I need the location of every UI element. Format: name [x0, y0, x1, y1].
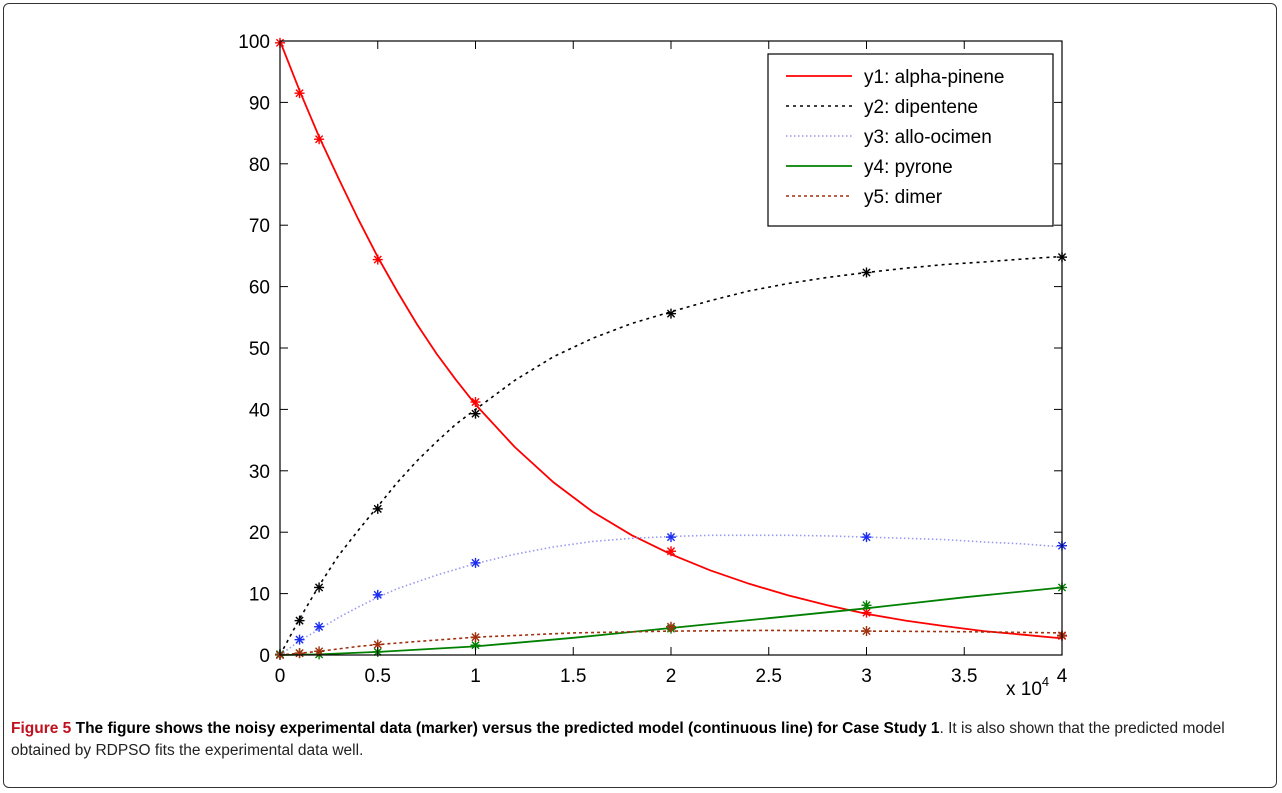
data-marker-1-4	[372, 254, 383, 265]
data-marker-3-7	[861, 532, 872, 543]
caption-body: . It is also shown that the predicted mo…	[11, 720, 1225, 759]
data-marker-2-5	[470, 408, 481, 419]
data-marker-5-5	[470, 632, 481, 643]
x-tick-label: 1	[470, 666, 481, 687]
legend-label-5: y5: dimer	[864, 187, 943, 208]
y-tick-label: 30	[249, 462, 270, 483]
caption-title: The figure shows the noisy experimental …	[75, 720, 940, 737]
data-marker-1-6	[666, 546, 676, 557]
x-tick-label: 3	[861, 666, 872, 687]
data-marker-1-2	[294, 88, 305, 99]
y-tick-label: 90	[249, 93, 270, 114]
x-tick-label: 0	[275, 666, 286, 687]
y-tick-label: 40	[249, 400, 270, 421]
data-marker-3-5	[470, 557, 481, 568]
data-marker-1-5	[470, 397, 481, 408]
x-tick-label: 0.5	[365, 666, 391, 687]
data-marker-5-2	[294, 648, 305, 659]
series-line-4	[279, 586, 1063, 656]
y-tick-label: 80	[249, 155, 270, 176]
x-tick-label: 2.5	[756, 666, 782, 687]
y-tick-label: 50	[249, 339, 270, 360]
legend: y1: alpha-pinene y2: dipentene y3: allo-oc…	[767, 53, 1054, 227]
y-tick-label: 100	[238, 32, 270, 53]
data-marker-4-7	[861, 600, 872, 611]
data-marker-2-6	[666, 308, 676, 319]
legend-label-4: y4: pyrone	[864, 157, 953, 178]
legend-label-2: y2: dipentene	[864, 97, 978, 118]
data-marker-2-3	[314, 582, 325, 593]
legend-label-1: y1: alpha-pinene	[864, 67, 1005, 88]
x-tick-label: 1.5	[560, 666, 586, 687]
data-marker-2-4	[372, 503, 383, 514]
data-marker-3-4	[372, 589, 383, 600]
data-marker-2-7	[861, 267, 872, 278]
y-tick-label: 20	[249, 523, 270, 544]
data-marker-2-2	[294, 615, 305, 626]
series-line-1	[279, 40, 1063, 640]
data-marker-5-4	[372, 639, 383, 650]
y-tick-label: 0	[259, 646, 270, 667]
x-tick-label: 2	[666, 666, 677, 687]
figure-frame	[3, 3, 1277, 788]
data-marker-1-3	[314, 134, 325, 145]
legend-box	[767, 53, 1054, 227]
chart: 0 0.5 1 1.5 2 2.5 3 3.5 40102030405060708090100 …	[238, 32, 1067, 700]
data-marker-3-2	[294, 634, 305, 645]
data-marker-5-6	[666, 621, 676, 632]
data-marker-5-7	[861, 626, 872, 637]
series-line-3	[279, 534, 1063, 656]
y-tick-label: 10	[249, 585, 270, 606]
x-tick-label: 4	[1057, 666, 1068, 687]
caption-label: Figure 5	[11, 720, 72, 737]
series-layer	[275, 37, 1067, 660]
data-marker-3-6	[666, 532, 676, 543]
y-tick-label: 70	[249, 216, 270, 237]
figure-caption: Figure 5 The figure shows the noisy expe…	[11, 718, 1269, 762]
x-multiplier-label: x 104	[1006, 674, 1049, 700]
x-tick-label: 3.5	[951, 666, 977, 687]
data-marker-3-3	[314, 621, 325, 632]
legend-label-3: y3: allo-ocimen	[864, 127, 992, 148]
y-tick-label: 60	[249, 278, 270, 299]
